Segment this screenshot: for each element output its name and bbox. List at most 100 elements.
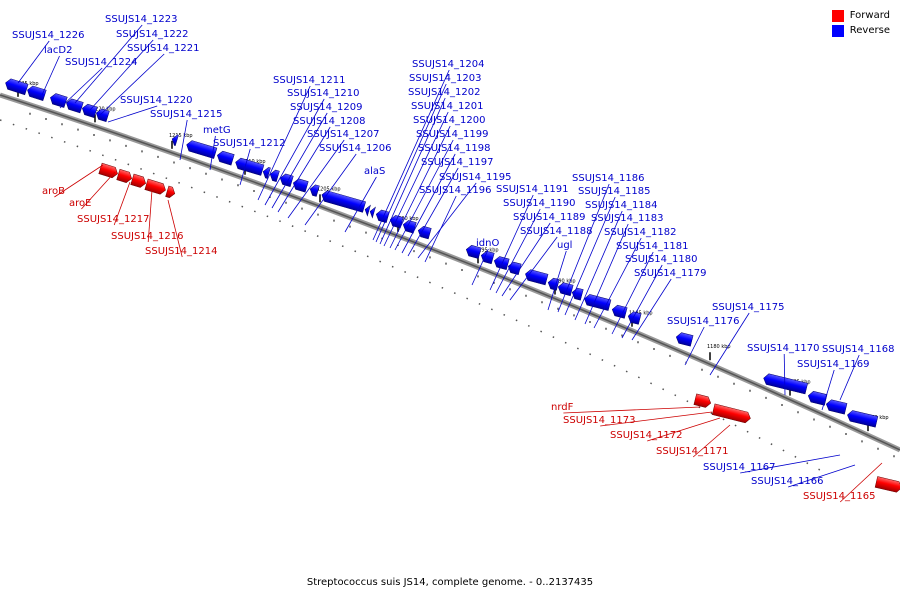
reverse-gene-leader xyxy=(344,176,377,233)
reverse-gene xyxy=(675,332,694,347)
reverse-gene xyxy=(557,282,574,297)
gene-shape xyxy=(130,173,146,188)
reverse-gene-leader xyxy=(375,83,447,243)
reverse-gene-leader xyxy=(74,24,143,104)
tick-label: 1200 kbp xyxy=(395,216,419,222)
gene-shape xyxy=(66,98,84,114)
reverse-gene-leader xyxy=(509,236,558,301)
reverse-gene-leader xyxy=(304,153,357,226)
reverse-gene-label: alaS xyxy=(364,166,385,177)
forward-gene-leader xyxy=(563,406,701,414)
reverse-gene-leader xyxy=(401,153,456,254)
legend-forward-label: Forward xyxy=(849,10,890,21)
inner-dotted-track xyxy=(0,119,821,471)
forward-gene-label: aroB xyxy=(42,186,65,197)
gene-shape xyxy=(874,476,900,493)
reverse-gene-leader xyxy=(684,326,705,366)
reverse-gene-label: SSUJS14_1169 xyxy=(797,359,870,370)
reverse-gene xyxy=(292,178,309,193)
forward-gene-leader xyxy=(81,171,116,210)
reverse-gene-label: SSUJS14_1184 xyxy=(585,200,658,211)
reverse-gene xyxy=(364,204,371,217)
reverse-gene-leader xyxy=(99,53,165,116)
reverse-gene-label: SSUJS14_1212 xyxy=(213,138,286,149)
reverse-gene-leader xyxy=(783,353,786,396)
gene-shape xyxy=(309,184,320,197)
reverse-gene xyxy=(465,244,482,259)
label-leaders xyxy=(17,24,883,503)
reverse-gene-leader xyxy=(471,248,489,286)
reverse-gene-label: SSUJS14_1206 xyxy=(319,143,392,154)
reverse-gene-label: SSUJS14_1166 xyxy=(751,476,824,487)
forward-gene-leader xyxy=(600,411,713,427)
gene-shape xyxy=(571,287,584,301)
reverse-gene-label: lacD2 xyxy=(44,45,72,56)
reverse-gene-leader xyxy=(264,98,325,206)
reverse-gene xyxy=(584,294,612,311)
gene-shape xyxy=(584,294,612,311)
legend-forward: Forward xyxy=(831,8,890,23)
forward-gene xyxy=(130,173,146,188)
reverse-gene xyxy=(50,93,68,108)
genome-backbone xyxy=(0,92,900,471)
reverse-gene-label: SSUJS14_1200 xyxy=(413,115,486,126)
gene-labels: SSUJS14_1226 lacD2 SSUJS14_1223 SSUJS14_122… xyxy=(12,14,895,502)
forward-gene-leader xyxy=(839,462,883,503)
reverse-gene-leader xyxy=(59,67,103,109)
reverse-gene-leader xyxy=(788,464,856,488)
reverse-gene-leader xyxy=(89,39,154,111)
legend-reverse-label: Reverse xyxy=(849,25,890,36)
reverse-gene-leader xyxy=(277,126,331,213)
reverse-gene-label: SSUJS14_1179 xyxy=(634,268,707,279)
forward-gene xyxy=(116,168,132,183)
reverse-gene-label: SSUJS14_1211 xyxy=(273,75,346,86)
reverse-gene xyxy=(269,169,280,183)
gene-shape xyxy=(693,393,712,408)
reverse-gene-leader xyxy=(501,222,551,297)
reverse-gene-label: SSUJS14_1170 xyxy=(747,343,820,354)
gene-shape xyxy=(171,134,179,146)
reverse-gene xyxy=(27,85,47,101)
reverse-gene-label: SSUJS14_1197 xyxy=(421,157,494,168)
reverse-gene-leader xyxy=(557,183,610,313)
reverse-gene xyxy=(493,256,510,271)
gene-shape xyxy=(417,225,432,240)
reverse-gene xyxy=(547,277,560,291)
reverse-gene xyxy=(66,98,84,114)
gene-shape xyxy=(321,190,366,213)
forward-gene xyxy=(693,393,712,408)
reverse-gene xyxy=(186,140,218,159)
reverse-gene-label: SSUJS14_1198 xyxy=(418,143,491,154)
reverse-gene-label: SSUJS14_1222 xyxy=(116,29,189,40)
reverse-gene-label: SSUJS14_1186 xyxy=(572,173,645,184)
reverse-gene-leader xyxy=(611,251,654,335)
reverse-gene-label: SSUJS14_1180 xyxy=(625,254,698,265)
reverse-gene xyxy=(262,167,271,179)
reverse-gene-leader xyxy=(489,194,534,291)
reverse-gene-leader xyxy=(564,196,616,316)
reverse-gene-label: SSUJS14_1199 xyxy=(416,129,489,140)
reverse-gene-label: SSUJS14_1215 xyxy=(150,109,223,120)
tick-label: 1190 kbp xyxy=(552,279,576,285)
reverse-gene-label: SSUJS14_1196 xyxy=(419,185,492,196)
reverse-gene-leader xyxy=(584,223,629,325)
reverse-gene-label: SSUJS14_1221 xyxy=(127,43,200,54)
gene-shape xyxy=(186,140,218,159)
gene-shape xyxy=(269,169,280,183)
reverse-gene-label: SSUJS14_1168 xyxy=(822,344,895,355)
reverse-gene-leader xyxy=(417,182,477,259)
forward-gene-leader xyxy=(147,189,153,243)
forward-gene-label: SSUJS14_1173 xyxy=(563,415,636,426)
gene-shape xyxy=(5,78,29,96)
gene-shape xyxy=(217,150,235,166)
reverse-gene-label: SSUJS14_1188 xyxy=(520,226,593,237)
gene-shape xyxy=(711,403,751,424)
reverse-gene-leader xyxy=(407,167,459,257)
reverse-gene-leader xyxy=(821,369,835,411)
forward-gene-label: SSUJS14_1172 xyxy=(610,430,683,441)
reverse-gene-leader xyxy=(593,237,642,329)
forward-gene-label: SSUJS14_1217 xyxy=(77,214,150,225)
reverse-gene-label: SSUJS14_1207 xyxy=(307,129,380,140)
reverse-gene-label: SSUJS14_1189 xyxy=(513,212,586,223)
gene-shape xyxy=(465,244,482,259)
